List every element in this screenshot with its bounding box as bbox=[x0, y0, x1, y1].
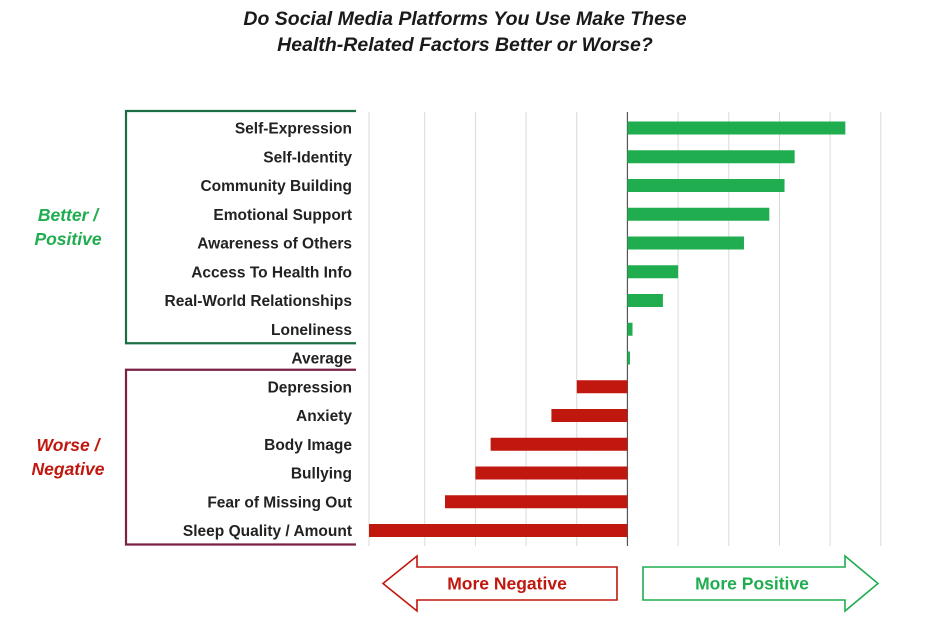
category-label-fear-of-missing-out: Fear of Missing Out bbox=[207, 494, 352, 511]
category-label-access-to-health-info: Access To Health Info bbox=[191, 264, 352, 281]
more-negative-label: More Negative bbox=[447, 574, 567, 594]
category-label-depression: Depression bbox=[268, 379, 352, 396]
group-label-positive-line-1: Better / bbox=[38, 205, 100, 225]
group-label-negative-line-1: Worse / bbox=[37, 435, 102, 455]
bar-access-to-health-info bbox=[627, 265, 679, 279]
category-label-emotional-support: Emotional Support bbox=[213, 207, 352, 224]
bar-emotional-support bbox=[627, 207, 770, 221]
group-label-negative-line-2: Negative bbox=[32, 459, 105, 479]
group-bracket-positive bbox=[124, 109, 356, 345]
category-label-body-image: Body Image bbox=[264, 437, 352, 454]
chart-title-line-2: Health-Related Factors Better or Worse? bbox=[277, 34, 653, 56]
bar-self-expression bbox=[627, 121, 846, 135]
more-positive-arrow bbox=[642, 554, 880, 613]
bar-fear-of-missing-out bbox=[445, 495, 628, 509]
group-bracket-negative bbox=[124, 368, 356, 546]
bar-body-image bbox=[490, 437, 628, 451]
category-label-anxiety: Anxiety bbox=[296, 408, 352, 425]
bar-community-building bbox=[627, 179, 785, 192]
category-label-average: Average bbox=[291, 351, 352, 368]
category-label-self-identity: Self-Identity bbox=[263, 149, 352, 166]
bar-awareness-of-others bbox=[627, 236, 744, 250]
category-label-awareness-of-others: Awareness of Others bbox=[197, 236, 352, 253]
bar-bullying bbox=[475, 466, 628, 480]
bar-self-identity bbox=[627, 150, 795, 164]
chart-title: Do Social Media Platforms You Use Make T… bbox=[0, 6, 930, 58]
bar-depression bbox=[576, 380, 628, 394]
category-label-self-expression: Self-Expression bbox=[235, 121, 352, 138]
category-label-real-world-relationships: Real-World Relationships bbox=[165, 293, 352, 310]
bar-sleep-quality-amount bbox=[369, 524, 628, 537]
category-label-sleep-quality-amount: Sleep Quality / Amount bbox=[183, 523, 352, 540]
more-negative-arrow bbox=[381, 554, 618, 613]
category-label-bullying: Bullying bbox=[291, 466, 352, 483]
bar-anxiety bbox=[551, 409, 628, 422]
bar-loneliness bbox=[627, 322, 633, 336]
chart-title-line-1: Do Social Media Platforms You Use Make T… bbox=[243, 8, 687, 30]
more-positive-label: More Positive bbox=[695, 574, 809, 594]
bar-average bbox=[627, 351, 630, 365]
bar-real-world-relationships bbox=[627, 294, 663, 307]
group-label-positive-line-2: Positive bbox=[34, 229, 101, 249]
category-label-loneliness: Loneliness bbox=[271, 322, 352, 339]
category-label-community-building: Community Building bbox=[200, 178, 352, 195]
